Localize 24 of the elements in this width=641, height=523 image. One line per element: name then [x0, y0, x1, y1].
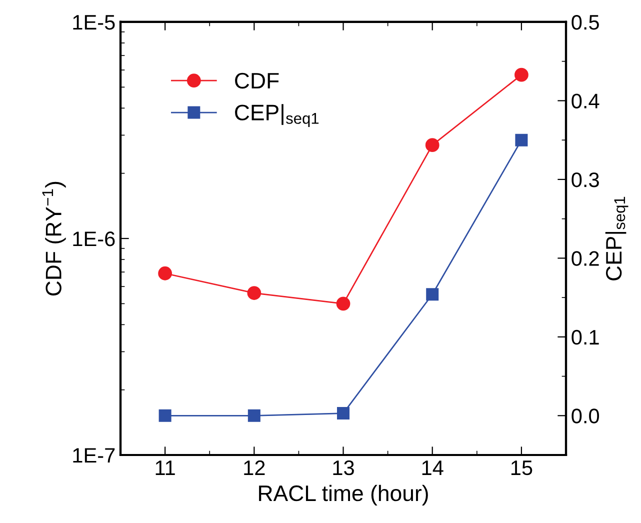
x-axis-title: RACL time (hour)	[259, 484, 428, 506]
y-axis-title: CDF (RY$^{−1}$)	[42, 182, 66, 296]
legend-label: CEP|$_{seq1}$	[235, 104, 319, 127]
y2-tick-label: 0.3	[572, 172, 599, 188]
y-tick-label: 1E-5	[73, 15, 115, 30]
legend-label: CDF	[235, 72, 279, 89]
x-tick-label: 14	[422, 460, 444, 475]
point	[336, 296, 350, 311]
point	[247, 286, 262, 300]
y-tick-label: 1E-7	[73, 448, 115, 463]
y2-tick-label: 0.1	[572, 330, 599, 345]
y-tick-label: 1E-6	[73, 231, 115, 246]
x-tick-label: 11	[156, 460, 175, 475]
y2-tick-label: 0.2	[572, 251, 599, 266]
y2-axis-title: CEP|$_{seq1}$	[605, 196, 628, 280]
y2-tick-label: 0.5	[572, 14, 599, 30]
x-tick-label: 15	[511, 460, 532, 476]
point	[514, 68, 528, 82]
x-tick-label: 13	[333, 460, 354, 476]
point	[425, 138, 440, 152]
x-tick-label: 12	[244, 460, 265, 475]
point	[158, 266, 172, 280]
y2-tick-label: 0.4	[572, 94, 600, 108]
y2-tick-label: 0.0	[572, 408, 600, 424]
